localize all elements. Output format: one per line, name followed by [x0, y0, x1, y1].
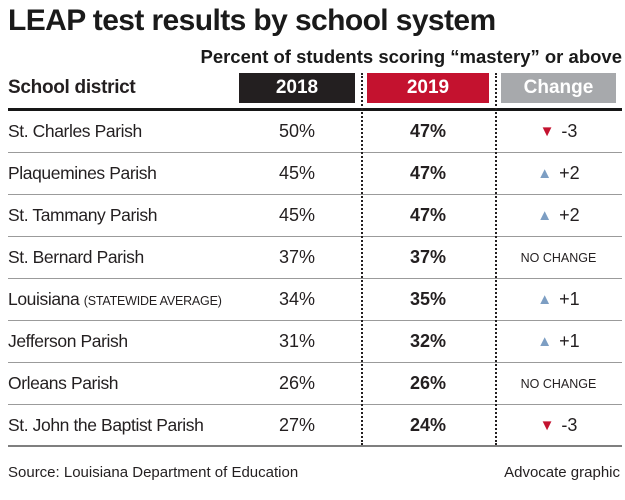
page-title: LEAP test results by school system	[8, 4, 496, 37]
value-2018: 45%	[278, 205, 316, 225]
no-change-label: NO CHANGE	[520, 250, 597, 265]
column-divider-dotted-1	[361, 73, 363, 445]
value-2018: 34%	[278, 289, 316, 309]
change-cell: ▲ +1	[495, 289, 622, 310]
value-2018: 37%	[278, 247, 316, 267]
table-row: St. John the Baptist Parish 27% 24% ▼ -3	[8, 405, 622, 447]
district-name: Plaquemines Parish	[8, 163, 157, 183]
district-cell: Louisiana (STATEWIDE AVERAGE)	[8, 289, 233, 310]
change-value: +1	[559, 289, 580, 309]
results-table: School district 2018 2019 Change St. Cha…	[8, 73, 622, 447]
district-name: St. Charles Parish	[8, 121, 142, 141]
change-cell: NO CHANGE	[495, 251, 622, 265]
column-header-2019: 2019	[367, 73, 489, 103]
district-note: (STATEWIDE AVERAGE)	[83, 294, 222, 308]
change-value: -3	[561, 414, 578, 435]
table-row: Louisiana (STATEWIDE AVERAGE) 34% 35% ▲ …	[8, 279, 622, 321]
column-header-district: School district	[8, 77, 136, 98]
change-cell: ▼ -3	[495, 415, 622, 436]
value-2019: 47%	[409, 163, 447, 183]
trend-up-icon: ▲	[537, 291, 553, 308]
value-2019: 26%	[409, 373, 447, 393]
value-2019: 35%	[409, 289, 447, 309]
value-2019: 47%	[409, 205, 447, 225]
change-cell: ▲ +1	[495, 331, 622, 352]
change-cell: ▲ +2	[495, 163, 622, 184]
district-name: St. Bernard Parish	[8, 247, 144, 267]
footer: Source: Louisiana Department of Educatio…	[8, 464, 622, 481]
value-2018: 26%	[278, 373, 316, 393]
trend-down-icon: ▼	[539, 416, 555, 434]
district-cell: St. John the Baptist Parish	[8, 415, 233, 436]
change-cell: NO CHANGE	[495, 377, 622, 391]
district-cell: Orleans Parish	[8, 373, 233, 394]
change-value: -3	[561, 121, 578, 141]
change-cell: ▲ +2	[495, 205, 622, 226]
column-divider-dotted-2	[495, 73, 497, 445]
value-2019: 24%	[409, 414, 447, 435]
table-row: Plaquemines Parish 45% 47% ▲ +2	[8, 153, 622, 195]
subtitle: Percent of students scoring “mastery” or…	[200, 46, 622, 67]
table-row: St. Charles Parish 50% 47% ▼ -3	[8, 111, 622, 153]
district-cell: St. Charles Parish	[8, 121, 233, 142]
value-2019: 37%	[409, 247, 447, 267]
change-value: +2	[559, 205, 580, 225]
value-2018: 31%	[278, 331, 316, 351]
value-2018: 45%	[278, 163, 316, 183]
change-cell: ▼ -3	[495, 121, 622, 142]
column-header-2018: 2018	[239, 73, 355, 103]
trend-up-icon: ▲	[537, 333, 553, 350]
change-value: +1	[559, 331, 580, 351]
value-2019: 32%	[409, 331, 447, 351]
table-row: St. Tammany Parish 45% 47% ▲ +2	[8, 195, 622, 237]
table-body: St. Charles Parish 50% 47% ▼ -3 Plaquemi…	[8, 111, 622, 447]
district-name: Jefferson Parish	[8, 331, 128, 351]
district-cell: Jefferson Parish	[8, 331, 233, 352]
trend-up-icon: ▲	[537, 207, 553, 224]
column-header-change: Change	[501, 73, 616, 103]
no-change-label: NO CHANGE	[520, 376, 597, 391]
table-row: Orleans Parish 26% 26% NO CHANGE	[8, 363, 622, 405]
district-cell: Plaquemines Parish	[8, 163, 233, 184]
value-2018: 27%	[278, 414, 316, 435]
value-2018: 50%	[278, 121, 316, 141]
graphic-credit: Advocate graphic	[504, 464, 620, 481]
district-cell: St. Bernard Parish	[8, 247, 233, 268]
table-row: St. Bernard Parish 37% 37% NO CHANGE	[8, 237, 622, 279]
table-header-row: School district 2018 2019 Change	[8, 73, 622, 111]
value-2019: 47%	[409, 121, 447, 141]
district-cell: St. Tammany Parish	[8, 205, 233, 226]
table-row: Jefferson Parish 31% 32% ▲ +1	[8, 321, 622, 363]
trend-down-icon: ▼	[539, 123, 555, 140]
trend-up-icon: ▲	[537, 165, 553, 182]
district-name: St. Tammany Parish	[8, 205, 158, 225]
source-credit: Source: Louisiana Department of Educatio…	[8, 464, 299, 481]
district-name: Louisiana	[8, 289, 80, 309]
district-name: St. John the Baptist Parish	[8, 414, 204, 435]
change-value: +2	[559, 163, 580, 183]
district-name: Orleans Parish	[8, 373, 119, 393]
